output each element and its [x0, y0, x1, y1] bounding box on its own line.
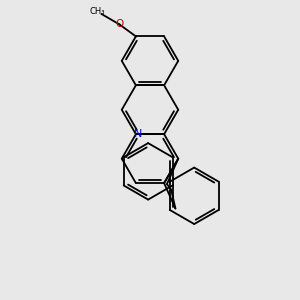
- Text: CH₃: CH₃: [89, 7, 105, 16]
- Text: N: N: [134, 129, 142, 139]
- Text: O: O: [116, 20, 124, 29]
